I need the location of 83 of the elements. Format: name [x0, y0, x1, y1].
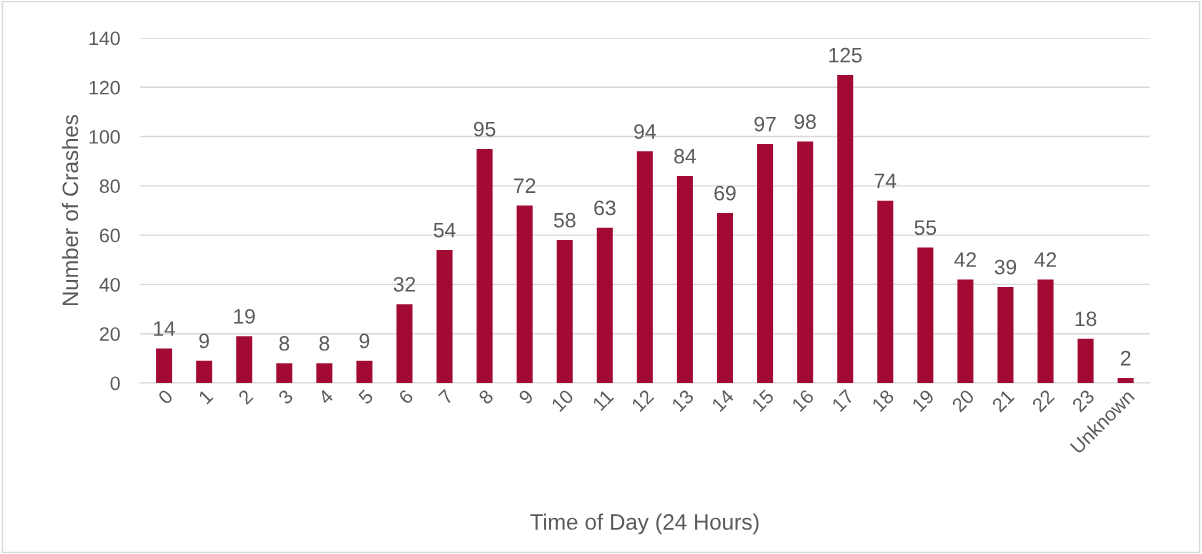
- bar: [957, 279, 974, 383]
- bar: [156, 348, 173, 383]
- bar: [316, 363, 333, 383]
- data-label: 9: [359, 333, 370, 349]
- data-label: 84: [674, 148, 696, 164]
- y-tick-label: 140: [89, 31, 120, 46]
- x-tick-label: 2: [237, 388, 254, 405]
- bar: [997, 286, 1014, 383]
- x-tick-label: 1: [198, 389, 214, 405]
- bar: [877, 200, 894, 383]
- x-tick-label: 20: [951, 388, 975, 413]
- data-label: 95: [474, 121, 496, 137]
- x-tick-label: 21: [991, 388, 1015, 413]
- y-tick-label: 120: [89, 80, 120, 95]
- data-label: 8: [319, 336, 330, 351]
- bar: [556, 240, 573, 383]
- bar: [1037, 279, 1054, 383]
- data-label: 97: [754, 116, 776, 132]
- data-label: 94: [634, 124, 656, 139]
- data-label: 58: [553, 212, 576, 228]
- y-tick-label: 0: [110, 376, 120, 391]
- bar: [1077, 338, 1094, 383]
- y-tick-label: 20: [99, 327, 120, 341]
- data-label: 9: [199, 333, 209, 349]
- x-tick-label: 12: [630, 388, 655, 413]
- data-label: 19: [234, 308, 255, 324]
- y-tick-label: 100: [89, 130, 120, 144]
- bar: [676, 175, 693, 383]
- bar: [356, 360, 373, 383]
- y-tick-label: 80: [99, 179, 120, 194]
- data-label: 125: [829, 47, 862, 63]
- bar: [757, 143, 774, 383]
- bar: [596, 227, 613, 383]
- data-label: 32: [393, 276, 416, 292]
- x-tick-label: 22: [1031, 388, 1055, 413]
- x-tick-label: 8: [477, 388, 495, 405]
- data-label: 63: [594, 200, 616, 216]
- x-tick-label: 19: [911, 388, 935, 413]
- data-label: 42: [954, 252, 976, 267]
- x-tick-label: 3: [277, 388, 294, 406]
- x-tick-label: 0: [157, 388, 174, 406]
- bar: [716, 212, 734, 383]
- bar: [436, 249, 453, 383]
- data-label: 2: [1120, 350, 1131, 366]
- data-label: 39: [994, 259, 1017, 275]
- x-tick-label: 9: [518, 388, 535, 405]
- x-axis-title: Time of Day (24 Hours): [530, 513, 759, 535]
- x-tick-label: 18: [871, 388, 895, 413]
- x-tick-label: 17: [831, 389, 855, 413]
- bar: [797, 141, 814, 383]
- y-tick-label: 60: [99, 228, 120, 243]
- data-label: 55: [914, 220, 937, 235]
- bar: [636, 151, 653, 383]
- y-tick-label: 40: [99, 277, 120, 292]
- x-tick-label: 5: [357, 388, 374, 406]
- data-label: 54: [433, 222, 456, 238]
- data-label: 14: [154, 321, 176, 336]
- data-label: 42: [1034, 252, 1057, 267]
- data-label: 74: [874, 173, 897, 188]
- bar: [917, 247, 934, 383]
- x-tick-label: 6: [397, 388, 414, 405]
- data-label: 18: [1075, 311, 1097, 327]
- bar: [1117, 378, 1134, 383]
- x-tick-label: 4: [317, 388, 334, 406]
- data-label: 8: [279, 336, 290, 351]
- x-tick-label: 11: [592, 389, 615, 412]
- x-tick-label: 10: [550, 388, 575, 413]
- x-tick-label: 13: [671, 388, 695, 413]
- x-tick-label: 15: [751, 388, 775, 413]
- bar: [236, 336, 253, 383]
- data-label: 69: [714, 185, 736, 201]
- bar: [516, 205, 533, 383]
- y-axis-title: Number of Crashes: [61, 114, 79, 305]
- bar: [276, 363, 293, 383]
- x-tick-label: 7: [438, 389, 454, 405]
- data-label: 72: [514, 178, 536, 193]
- x-tick-label: 16: [791, 388, 815, 413]
- bar: [196, 360, 213, 383]
- data-label: 98: [794, 114, 816, 130]
- bar: [476, 148, 493, 383]
- x-tick-label: 14: [711, 388, 735, 413]
- bar: [396, 304, 413, 383]
- bar: [837, 74, 854, 383]
